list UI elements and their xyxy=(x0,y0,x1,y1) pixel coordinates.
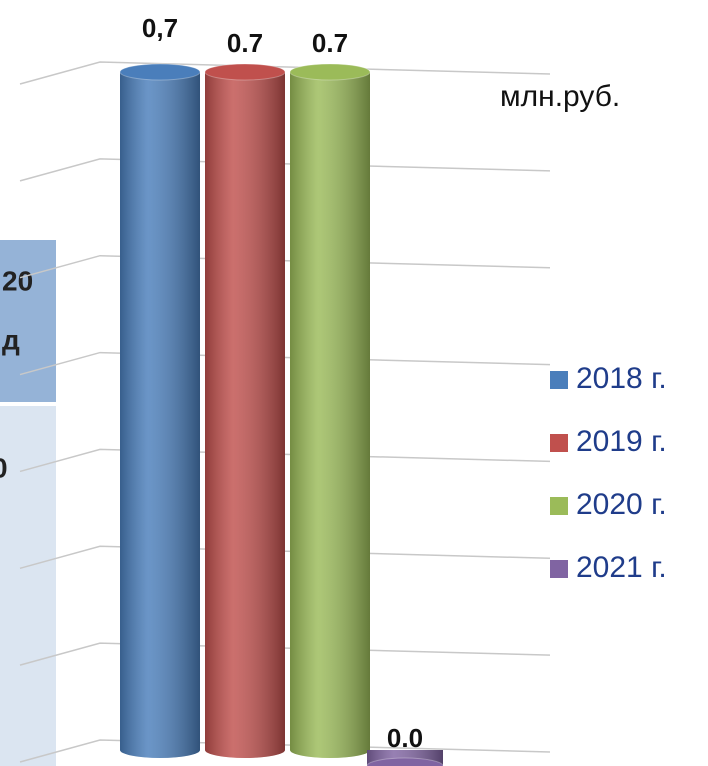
table-body-text: 0 xyxy=(0,452,8,483)
grid-line xyxy=(19,642,551,666)
value-label: 0.7 xyxy=(312,28,348,58)
legend-label: 2021 г. xyxy=(576,551,667,584)
legend-label: 2020 г. xyxy=(576,488,667,521)
cylinder-shade xyxy=(205,72,285,758)
grid-line xyxy=(19,739,551,763)
grid-line xyxy=(19,545,551,570)
value-label: 0.0 xyxy=(387,723,423,753)
table-body-cell xyxy=(0,406,56,766)
grid-line xyxy=(19,254,551,279)
cylinder-top xyxy=(366,757,444,766)
table-header-text: д xyxy=(2,324,20,355)
value-label: 0,7 xyxy=(142,13,178,43)
cylinder-top xyxy=(289,63,371,81)
grid-line xyxy=(19,158,551,182)
legend-swatch xyxy=(550,371,568,389)
cylinder-top xyxy=(119,63,201,81)
cylinder-top xyxy=(204,63,286,81)
table-header-text: 20 xyxy=(2,265,33,296)
grid-line xyxy=(19,351,551,376)
cylinder-shade xyxy=(120,72,200,758)
grid-line xyxy=(19,448,551,473)
legend-swatch xyxy=(550,497,568,515)
value-label: 0.7 xyxy=(227,28,263,58)
legend-label: 2018 г. xyxy=(576,362,667,395)
cylinder-shade xyxy=(290,72,370,758)
grid-line xyxy=(19,61,551,85)
legend-label: 2019 г. xyxy=(576,425,667,458)
unit-label: млн.руб. xyxy=(500,80,620,113)
table-header-cell xyxy=(0,240,56,402)
legend-swatch xyxy=(550,434,568,452)
legend-swatch xyxy=(550,560,568,578)
